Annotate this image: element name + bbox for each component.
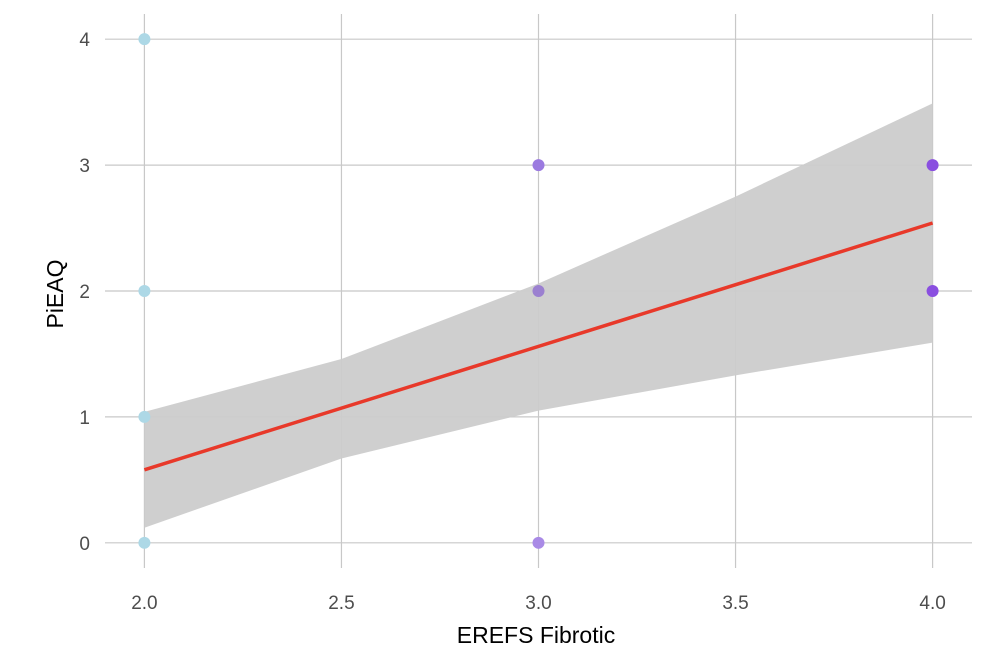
x-tick-label: 3.0 [525,593,551,614]
y-tick-label: 2 [79,282,90,303]
data-point [926,285,939,297]
trend-line [143,221,934,472]
y-axis-ticks: 0 1 2 3 4 [79,30,90,555]
y-tick-label: 4 [79,30,90,51]
data-point [532,536,545,549]
x-tick-label: 2.5 [328,593,354,614]
data-point [138,410,151,423]
data-point [138,536,151,549]
y-tick-label: 3 [79,156,90,177]
y-tick-label: 1 [79,408,90,429]
x-tick-label: 3.5 [722,593,748,614]
x-tick-label: 4.0 [919,593,945,614]
data-point [532,285,545,297]
y-tick-label: 0 [79,534,90,555]
confidence-band [144,103,933,528]
y-axis-title: PiEAQ [42,259,68,328]
x-axis-title: EREFS Fibrotic [457,622,615,648]
data-point [532,159,545,172]
x-tick-label: 2.0 [131,593,157,614]
x-axis-ticks: 2.0 2.5 3.0 3.5 4.0 [131,593,946,614]
data-point [138,285,151,297]
data-point [138,33,151,46]
data-points [138,33,939,549]
data-point [926,159,939,172]
